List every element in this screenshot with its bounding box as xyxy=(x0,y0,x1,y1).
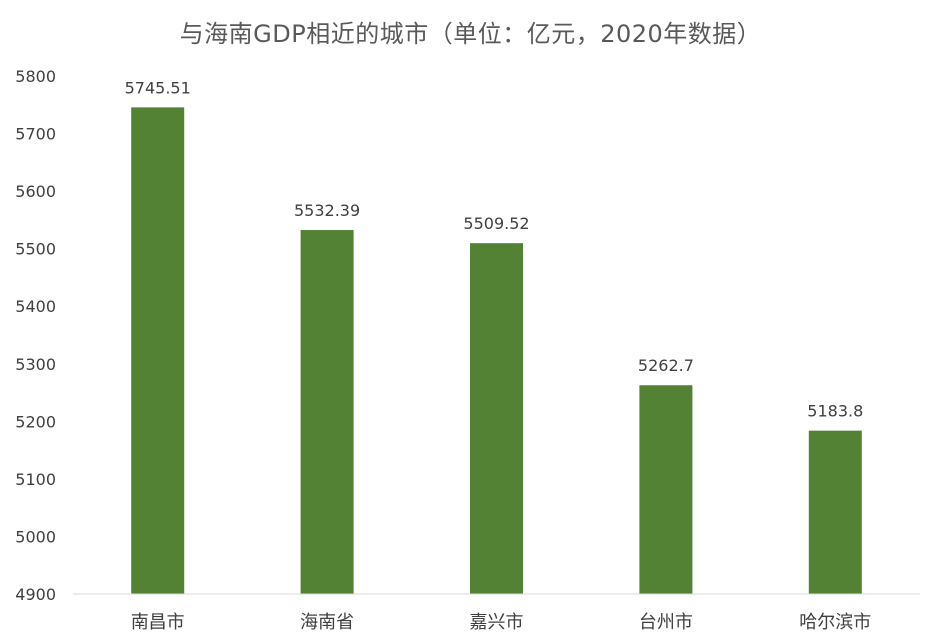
bar-data-label: 5745.51 xyxy=(125,78,191,97)
category-labels: 南昌市 海南省 嘉兴市 台州市 哈尔滨市 xyxy=(131,612,872,633)
y-axis-ticks: 4900 5000 5100 5200 5300 5400 5500 5600 5700 5800 xyxy=(15,67,56,604)
x-category-label: 嘉兴市 xyxy=(470,612,524,633)
bar-data-label: 5183.8 xyxy=(807,402,863,421)
x-category-label: 南昌市 xyxy=(131,612,185,633)
y-tick-label: 5500 xyxy=(15,240,56,259)
x-category-label: 哈尔滨市 xyxy=(799,612,871,633)
y-tick-label: 5700 xyxy=(15,125,56,144)
bar-data-label: 5509.52 xyxy=(463,214,529,233)
bar-data-label: 5532.39 xyxy=(294,201,360,220)
bar xyxy=(639,385,693,594)
x-category-label: 海南省 xyxy=(300,612,354,633)
y-tick-label: 5600 xyxy=(15,182,56,201)
bar xyxy=(470,243,523,594)
chart-title: 与海南GDP相近的城市（单位：亿元，2020年数据） xyxy=(179,20,762,48)
y-tick-label: 4900 xyxy=(15,585,56,604)
bar xyxy=(131,107,185,594)
bar-data-label: 5262.7 xyxy=(638,356,694,375)
y-tick-label: 5400 xyxy=(15,297,56,316)
y-tick-label: 5100 xyxy=(15,470,56,489)
bar xyxy=(300,230,354,595)
y-tick-label: 5000 xyxy=(15,527,56,546)
bar xyxy=(808,430,862,594)
y-tick-label: 5800 xyxy=(15,67,56,86)
y-tick-label: 5300 xyxy=(15,355,56,374)
y-tick-label: 5200 xyxy=(15,412,56,431)
data-labels: 5745.51 5532.39 5509.52 5262.7 5183.8 xyxy=(125,78,864,420)
bars xyxy=(131,107,862,595)
x-category-label: 台州市 xyxy=(639,612,693,633)
